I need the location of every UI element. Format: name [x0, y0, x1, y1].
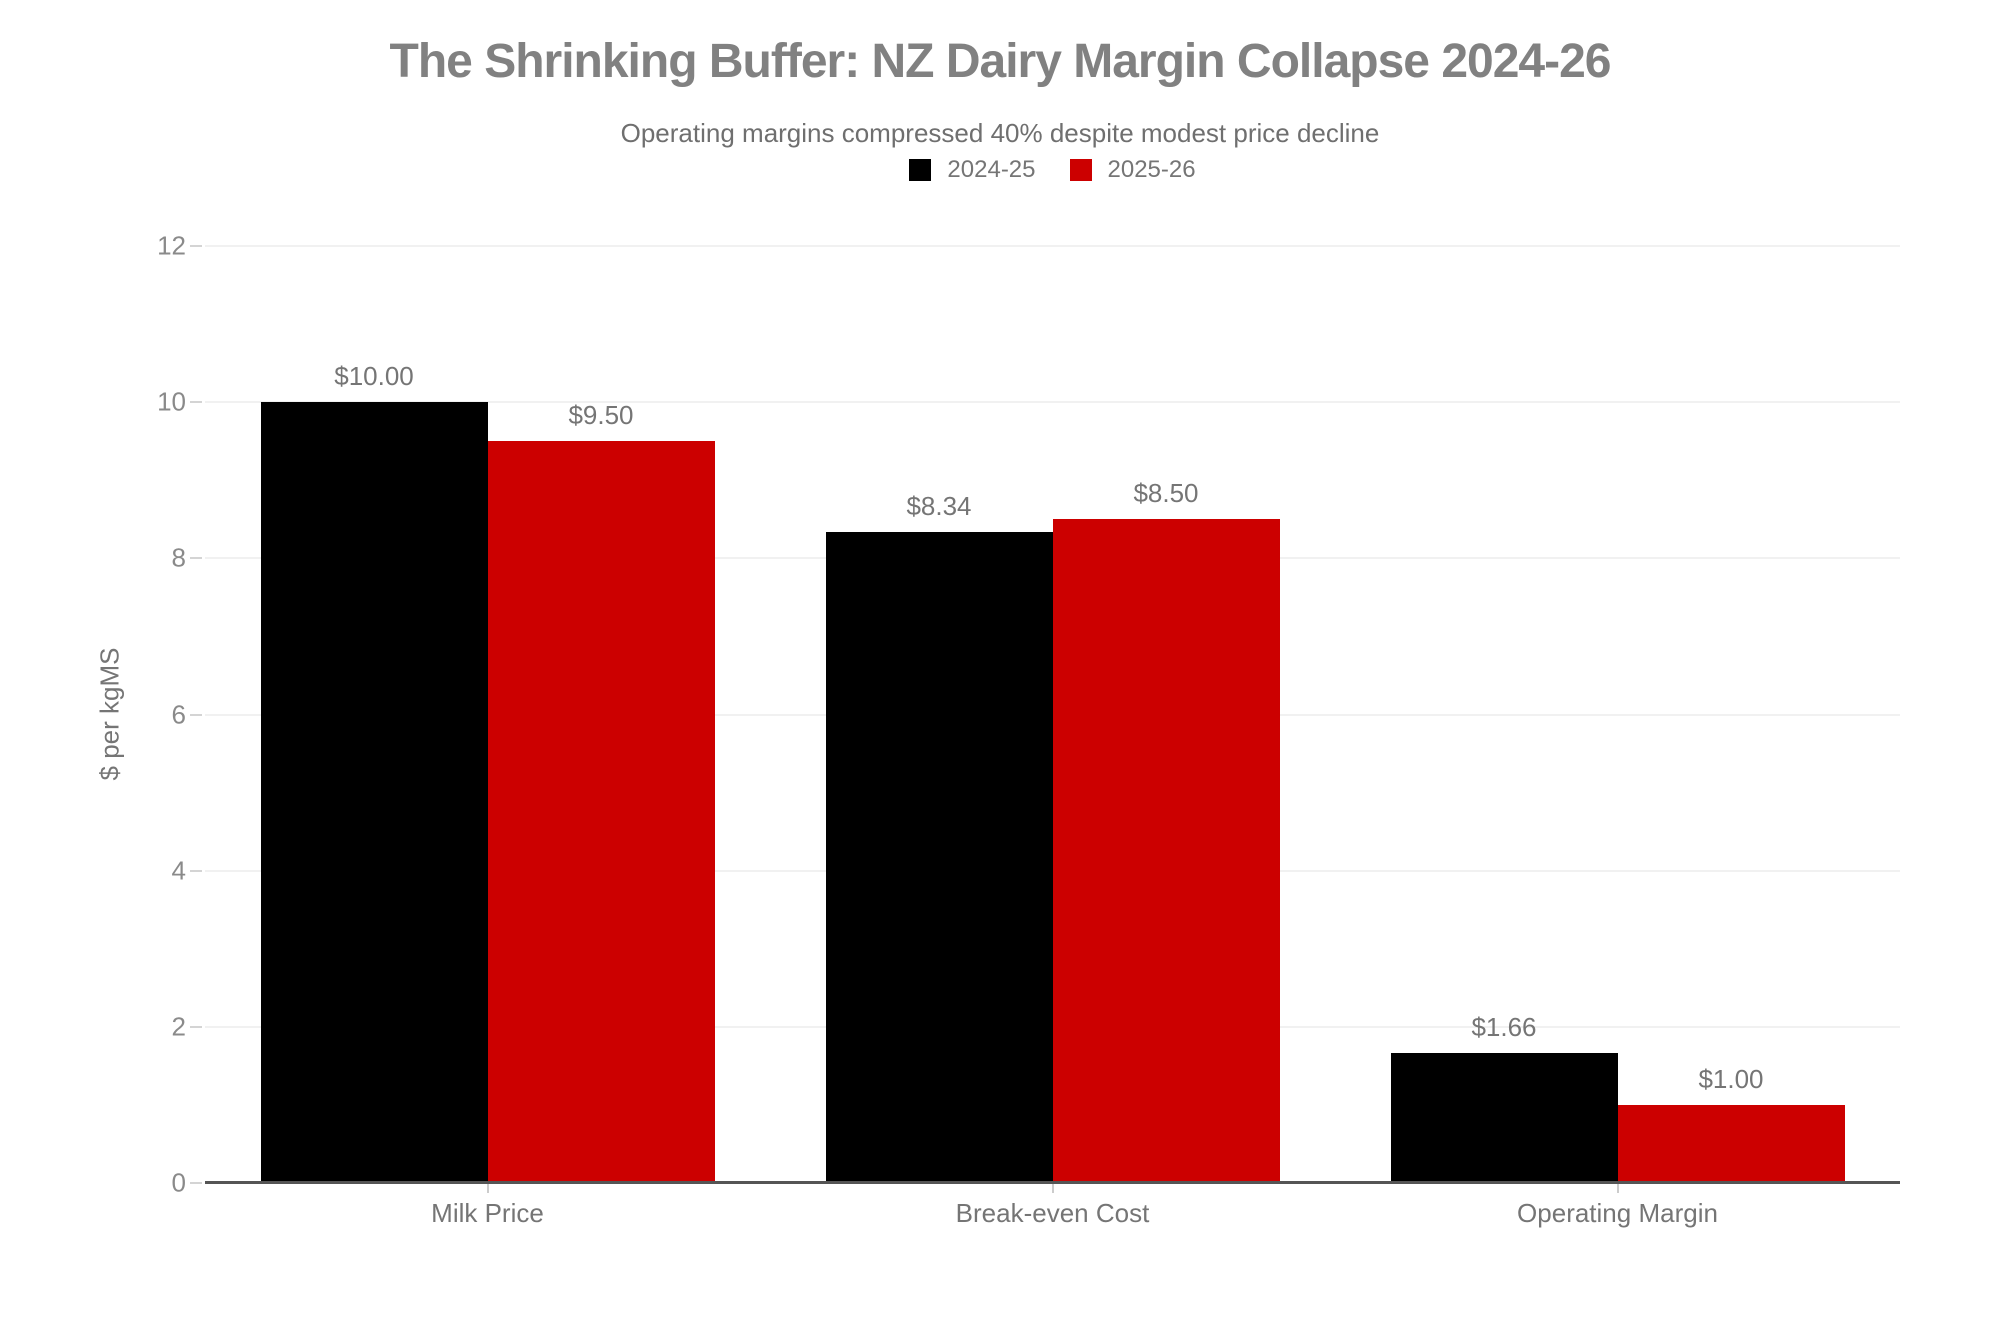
legend: 2024-25 2025-26 [205, 156, 1900, 184]
y-tick-mark [190, 713, 202, 716]
bar-value-label: $1.66 [1471, 1012, 1537, 1043]
bar-2025-26-milk-price [487, 441, 715, 1183]
y-tick-label: 0 [171, 1167, 186, 1198]
y-tick-label: 12 [157, 230, 186, 261]
y-tick-mark [190, 245, 202, 247]
y-tick-mark [190, 1182, 202, 1184]
bar-value-label: $1.00 [1698, 1063, 1764, 1094]
bar-2024-25-break-even-cost [825, 531, 1053, 1183]
chart-title: The Shrinking Buffer: NZ Dairy Margin Co… [389, 35, 1612, 88]
x-category-label: Break-even Cost [955, 1198, 1150, 1228]
bar-value-label: $8.34 [906, 490, 972, 521]
x-tick-mark [1616, 1184, 1619, 1193]
x-tick-mark [486, 1184, 489, 1193]
y-tick-label: 8 [171, 542, 186, 573]
bar-2024-25-operating-margin [1390, 1053, 1618, 1183]
bar-2024-25-milk-price [260, 402, 488, 1183]
legend-item: 2025-26 [1069, 156, 1196, 184]
y-tick-label: 10 [157, 386, 186, 417]
legend-swatch-icon [909, 159, 932, 181]
bar-value-label: $8.50 [1133, 478, 1199, 509]
bar-value-label: $10.00 [334, 361, 414, 392]
x-category-label: Operating Margin [1517, 1198, 1718, 1228]
bar-2025-26-operating-margin [1617, 1104, 1845, 1183]
gridline [205, 401, 1900, 404]
y-tick-label: 2 [171, 1011, 186, 1042]
legend-item: 2024-25 [909, 156, 1036, 184]
legend-label: 2024-25 [947, 156, 1036, 183]
bar-2025-26-break-even-cost [1052, 519, 1280, 1183]
legend-label: 2025-26 [1107, 156, 1196, 183]
y-tick-label: 4 [171, 855, 186, 886]
y-tick-mark [190, 1025, 202, 1028]
legend-swatch-icon [1069, 159, 1092, 181]
chart-subtitle: Operating margins compressed 40% despite… [620, 118, 1380, 148]
x-tick-mark [1051, 1184, 1054, 1193]
x-axis-line [205, 1181, 1900, 1184]
bar-value-label: $9.50 [568, 400, 634, 431]
y-tick-mark [190, 869, 202, 872]
gridline [205, 245, 1900, 247]
y-tick-mark [190, 401, 202, 404]
x-category-label: Milk Price [431, 1198, 544, 1228]
y-tick-label: 6 [171, 699, 186, 729]
plot-area: $10.00 $9.50 $8.34 $8.50 $1.66 $1.00 [205, 245, 1900, 1183]
y-tick-mark [190, 557, 202, 560]
